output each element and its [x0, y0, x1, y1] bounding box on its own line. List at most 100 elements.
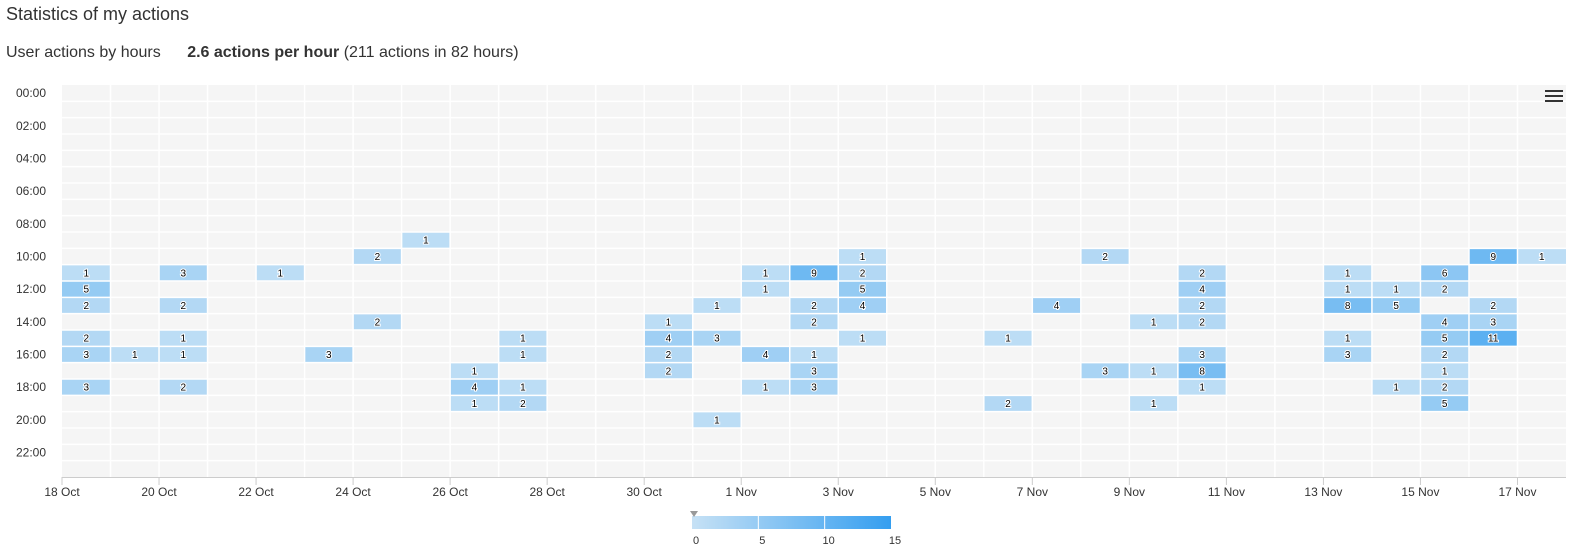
heatmap-cell[interactable] — [1323, 330, 1372, 347]
heatmap-cell[interactable] — [1177, 362, 1227, 379]
heatmap-cell[interactable] — [1323, 264, 1372, 281]
heatmap-cell[interactable] — [1177, 281, 1227, 298]
heatmap-cell[interactable] — [789, 362, 839, 379]
cell-value-label: 1 — [278, 268, 284, 279]
heatmap-cell[interactable] — [62, 330, 111, 347]
heatmap-cell[interactable] — [498, 330, 548, 347]
heatmap-cell[interactable] — [498, 379, 548, 396]
heatmap-cell[interactable] — [62, 281, 111, 298]
heatmap-cell[interactable] — [1468, 330, 1518, 347]
heatmap-cell[interactable] — [838, 264, 887, 281]
heatmap-cell[interactable] — [983, 395, 1033, 412]
hamburger-menu-icon[interactable] — [1545, 88, 1563, 104]
heatmap-cell[interactable] — [741, 346, 790, 363]
heatmap-cell[interactable] — [838, 297, 887, 314]
heatmap-cell[interactable] — [789, 264, 839, 281]
heatmap-cell[interactable] — [1420, 281, 1469, 298]
heatmap-cell[interactable] — [498, 395, 548, 412]
heatmap-cell[interactable] — [644, 313, 693, 330]
heatmap-cell[interactable] — [159, 330, 208, 347]
heatmap-cell[interactable] — [1420, 362, 1469, 379]
heatmap-cell[interactable] — [353, 313, 402, 330]
heatmap-cell[interactable] — [644, 362, 693, 379]
page-title: Statistics of my actions — [6, 4, 190, 24]
heatmap-cell[interactable] — [1371, 379, 1421, 396]
heatmap-cell[interactable] — [789, 346, 839, 363]
heatmap-cell[interactable] — [62, 297, 111, 314]
heatmap-cell[interactable] — [1032, 297, 1081, 314]
heatmap-cell[interactable] — [692, 330, 742, 347]
heatmap-cell[interactable] — [1177, 313, 1227, 330]
heatmap-cell[interactable] — [450, 362, 499, 379]
heatmap-cell[interactable] — [304, 346, 354, 363]
heatmap-cell[interactable] — [1420, 346, 1469, 363]
heatmap-cell[interactable] — [1177, 379, 1227, 396]
cell-value-label: 1 — [714, 301, 720, 312]
y-axis: 00:00 02:00 04:00 06:00 08:00 10:00 12:00 14:00… — [16, 86, 46, 459]
heatmap-cell[interactable] — [1177, 264, 1227, 281]
heatmap-cell[interactable] — [1468, 297, 1518, 314]
heatmap-cell[interactable] — [1177, 346, 1227, 363]
heatmap-cell[interactable] — [741, 281, 790, 298]
heatmap-cell[interactable] — [789, 297, 839, 314]
heatmap-cell[interactable] — [1517, 248, 1566, 265]
heatmap-cell[interactable] — [838, 330, 887, 347]
heatmap-cell[interactable] — [353, 248, 402, 265]
heatmap-cell[interactable] — [1420, 379, 1469, 396]
heatmap-cell[interactable] — [498, 346, 548, 363]
heatmap-cell[interactable] — [1080, 362, 1130, 379]
heatmap-cell[interactable] — [692, 411, 742, 428]
heatmap-cell[interactable] — [644, 330, 693, 347]
heatmap-cell[interactable] — [741, 379, 790, 396]
heatmap-cell[interactable] — [644, 346, 693, 363]
heatmap-cell[interactable] — [1129, 313, 1178, 330]
heatmap-cell[interactable] — [159, 297, 208, 314]
heatmap-cell[interactable] — [838, 281, 887, 298]
cell-value-label: 2 — [811, 317, 817, 328]
heatmap-cell[interactable] — [789, 379, 839, 396]
heatmap-cell[interactable] — [159, 264, 208, 281]
cell-value-label: 1 — [1005, 334, 1011, 345]
heatmap-cell[interactable] — [1420, 264, 1469, 281]
heatmap-cell[interactable] — [159, 379, 208, 396]
heatmap-cell[interactable] — [1420, 395, 1469, 412]
heatmap-cell[interactable] — [1371, 297, 1421, 314]
heatmap-cell[interactable] — [1129, 395, 1178, 412]
legend-tick-label: 10 — [823, 535, 835, 547]
heatmap-cell[interactable] — [1323, 281, 1372, 298]
heatmap-cell[interactable] — [62, 379, 111, 396]
heatmap-cell[interactable] — [692, 297, 742, 314]
actions-rate-detail: (211 actions in 82 hours) — [343, 44, 519, 61]
x-tick-label: 9 Nov — [1114, 485, 1145, 499]
heatmap-cell[interactable] — [1420, 313, 1469, 330]
heatmap-cell[interactable] — [983, 330, 1033, 347]
heatmap-cell[interactable] — [838, 248, 887, 265]
cell-value-label: 3 — [714, 334, 720, 345]
heatmap-cell[interactable] — [1080, 248, 1130, 265]
heatmap-cell[interactable] — [62, 264, 111, 281]
y-tick-label: 22:00 — [16, 446, 46, 460]
cell-value-label: 4 — [763, 350, 769, 361]
heatmap-cell[interactable] — [1129, 362, 1178, 379]
heatmap-cell[interactable] — [256, 264, 305, 281]
cell-value-label: 3 — [181, 268, 187, 279]
cell-value-label: 1 — [1345, 285, 1351, 296]
heatmap-cell[interactable] — [450, 395, 499, 412]
heatmap-cell[interactable] — [110, 346, 160, 363]
heatmap-cell[interactable] — [789, 313, 839, 330]
cell-value-label: 5 — [860, 285, 866, 296]
heatmap-cell[interactable] — [1177, 297, 1227, 314]
heatmap-cell[interactable] — [1468, 248, 1518, 265]
heatmap-cell[interactable] — [741, 264, 790, 281]
heatmap-cell[interactable] — [62, 346, 111, 363]
cell-value-label: 9 — [1490, 252, 1496, 263]
heatmap-cell[interactable] — [450, 379, 499, 396]
heatmap-cell[interactable] — [1371, 281, 1421, 298]
heatmap-cell[interactable] — [401, 232, 451, 249]
heatmap-cell[interactable] — [159, 346, 208, 363]
heatmap-cell[interactable] — [1420, 330, 1469, 347]
heatmap-cell[interactable] — [1323, 346, 1372, 363]
heatmap-cell[interactable] — [1323, 297, 1372, 314]
cell-value-label: 4 — [472, 383, 478, 394]
heatmap-cell[interactable] — [1468, 313, 1518, 330]
